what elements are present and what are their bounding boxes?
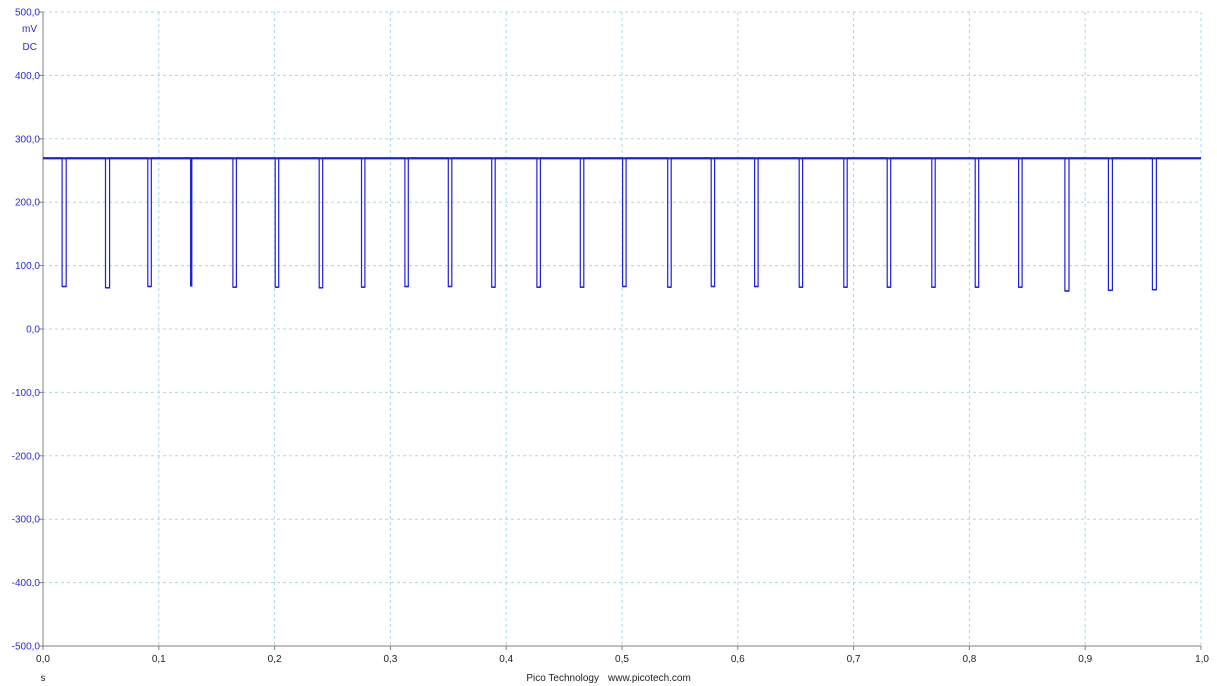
x-tick-label: 0,1 — [152, 654, 166, 665]
y-tick-label: 500,0 — [15, 8, 40, 19]
x-tick-label: 0,8 — [962, 654, 976, 665]
x-tick-label: 0,3 — [383, 654, 397, 665]
y-tick-label: -300,0 — [12, 515, 41, 526]
x-tick-label: 0,0 — [36, 654, 50, 665]
x-unit-label: s — [41, 673, 46, 684]
signal-trace-group — [43, 157, 1201, 292]
x-tick-label: 0,9 — [1078, 654, 1092, 665]
y-tick-label: -200,0 — [12, 451, 41, 462]
footer-brand: Pico Technology — [526, 673, 599, 684]
y-tick-label: 200,0 — [15, 198, 40, 209]
y-unit-label: mV — [22, 24, 37, 35]
x-tick-label: 1,0 — [1195, 654, 1209, 665]
y-tick-label: -500,0 — [12, 642, 41, 653]
x-tick-label: 0,6 — [731, 654, 745, 665]
grid — [42, 11, 1202, 647]
signal-trace — [43, 157, 1201, 292]
y-tick-labels: 500,0 400,0 300,0 200,0 100,0 0,0 -100,0 -200,0… — [12, 8, 41, 653]
x-tick-labels: 0,0 0,1 0,2 0,3 0,4 0,5 0,6 0,7 0,8 0,9 1,0 — [36, 654, 1209, 665]
y-tick-label: 100,0 — [15, 261, 40, 272]
x-tick-label: 0,7 — [847, 654, 861, 665]
footer-url: www.picotech.com — [607, 673, 691, 684]
y-tick-label: 400,0 — [15, 71, 40, 82]
x-tick-label: 0,4 — [499, 654, 513, 665]
y-tick-label: -400,0 — [12, 578, 41, 589]
y-tick-label: -100,0 — [12, 388, 41, 399]
coupling-label: DC — [23, 42, 37, 53]
y-tick-label: 0,0 — [26, 325, 40, 336]
axes — [39, 11, 1202, 650]
x-tick-label: 0,2 — [268, 654, 282, 665]
x-tick-label: 0,5 — [615, 654, 629, 665]
y-tick-label: 300,0 — [15, 134, 40, 145]
